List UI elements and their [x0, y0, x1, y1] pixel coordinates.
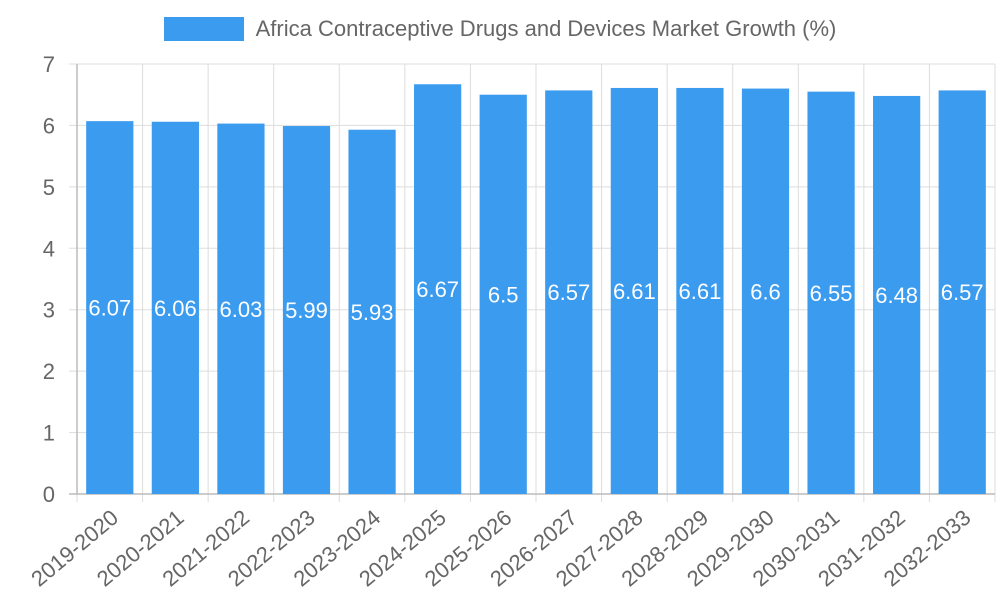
y-tick-label: 6 [43, 113, 55, 138]
y-tick-label: 3 [43, 298, 55, 323]
bar [545, 90, 593, 495]
bar [807, 91, 855, 495]
data-label: 6.48 [875, 283, 918, 308]
bar [741, 88, 790, 495]
data-label: 6.07 [88, 296, 131, 321]
data-label: 6.67 [416, 277, 459, 302]
bar [86, 121, 134, 494]
data-label: 5.99 [285, 298, 328, 323]
y-tick-label: 7 [43, 52, 55, 77]
data-label: 6.61 [613, 279, 656, 304]
data-label: 6.61 [679, 279, 722, 304]
bar [938, 90, 986, 495]
y-tick-label: 4 [43, 236, 55, 261]
y-tick-label: 2 [43, 359, 55, 384]
bar [414, 84, 462, 495]
legend[interactable]: Africa Contraceptive Drugs and Devices M… [0, 16, 1000, 42]
legend-swatch [163, 17, 244, 41]
data-label: 6.5 [488, 282, 519, 307]
bar [282, 126, 331, 495]
bar [217, 123, 265, 494]
y-tick-label: 0 [43, 482, 55, 507]
bar [610, 87, 658, 494]
data-label: 6.6 [750, 279, 781, 304]
data-label: 6.55 [810, 281, 853, 306]
bar [676, 87, 724, 494]
data-label: 6.57 [941, 280, 984, 305]
data-label: 6.03 [220, 297, 263, 322]
bar [479, 94, 527, 494]
data-label: 6.06 [154, 296, 197, 321]
y-tick-label: 5 [43, 175, 55, 200]
bar [348, 129, 396, 494]
legend-label: Africa Contraceptive Drugs and Devices M… [255, 16, 837, 41]
data-label: 5.93 [351, 300, 394, 325]
bar [873, 95, 921, 494]
bar [151, 121, 199, 494]
y-tick-label: 1 [43, 421, 55, 446]
data-label: 6.57 [547, 280, 590, 305]
